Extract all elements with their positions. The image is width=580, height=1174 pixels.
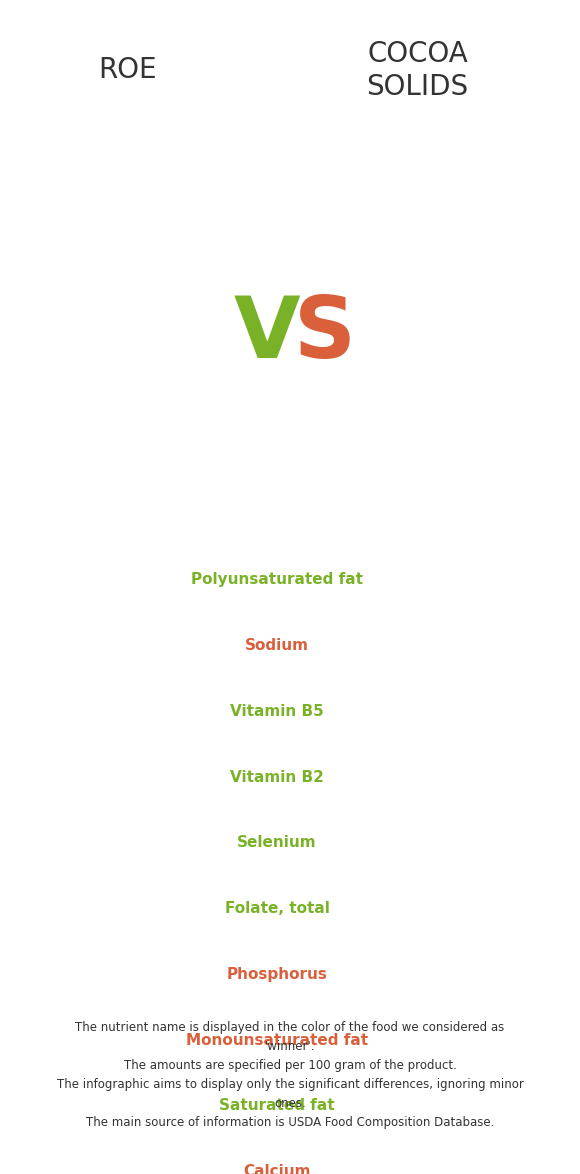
Text: 28 mg: 28 mg bbox=[76, 1165, 127, 1174]
Text: Saturated fat: Saturated fat bbox=[219, 1099, 335, 1113]
Text: 0.254 mg: 0.254 mg bbox=[427, 704, 504, 718]
Text: 1.154 mg: 1.154 mg bbox=[63, 704, 140, 718]
Text: 515 mg: 515 mg bbox=[71, 967, 132, 981]
Text: Selenium: Selenium bbox=[237, 836, 317, 850]
Text: The nutrient name is displayed in the color of the food we considered as
'winner: The nutrient name is displayed in the co… bbox=[57, 1021, 523, 1128]
Text: 21 mg: 21 mg bbox=[440, 639, 491, 653]
Text: ROE: ROE bbox=[98, 56, 157, 85]
Text: S: S bbox=[294, 294, 356, 376]
Text: 0.44 g: 0.44 g bbox=[440, 573, 491, 587]
Text: 3.404 g: 3.404 g bbox=[71, 573, 132, 587]
Text: Phosphorus: Phosphorus bbox=[227, 967, 327, 981]
Text: 1.866 g: 1.866 g bbox=[71, 1099, 132, 1113]
Text: 128 mg: 128 mg bbox=[434, 1165, 496, 1174]
Text: 8.07 g: 8.07 g bbox=[440, 1099, 491, 1113]
Text: Monounsaturated fat: Monounsaturated fat bbox=[186, 1033, 368, 1047]
Text: 0.241 mg: 0.241 mg bbox=[427, 770, 504, 784]
Text: Vitamin B5: Vitamin B5 bbox=[230, 704, 324, 718]
Text: 14.3 μg: 14.3 μg bbox=[435, 836, 496, 850]
Text: 4.57 g: 4.57 g bbox=[440, 1033, 491, 1047]
Text: Sodium: Sodium bbox=[245, 639, 309, 653]
Text: 117 mg: 117 mg bbox=[71, 639, 132, 653]
Text: Folate, total: Folate, total bbox=[224, 902, 329, 916]
Text: 0.949 mg: 0.949 mg bbox=[63, 770, 140, 784]
Text: 2.129 g: 2.129 g bbox=[71, 1033, 132, 1047]
Text: 51.7 μg: 51.7 μg bbox=[71, 836, 132, 850]
Text: Calcium: Calcium bbox=[243, 1165, 311, 1174]
Text: 32 μg: 32 μg bbox=[443, 902, 488, 916]
Text: COCOA
SOLIDS: COCOA SOLIDS bbox=[367, 40, 469, 101]
Text: 734 mg: 734 mg bbox=[435, 967, 496, 981]
Text: Vitamin B2: Vitamin B2 bbox=[230, 770, 324, 784]
Text: Polyunsaturated fat: Polyunsaturated fat bbox=[191, 573, 363, 587]
Text: V: V bbox=[234, 294, 300, 376]
Text: 92 μg: 92 μg bbox=[78, 902, 125, 916]
